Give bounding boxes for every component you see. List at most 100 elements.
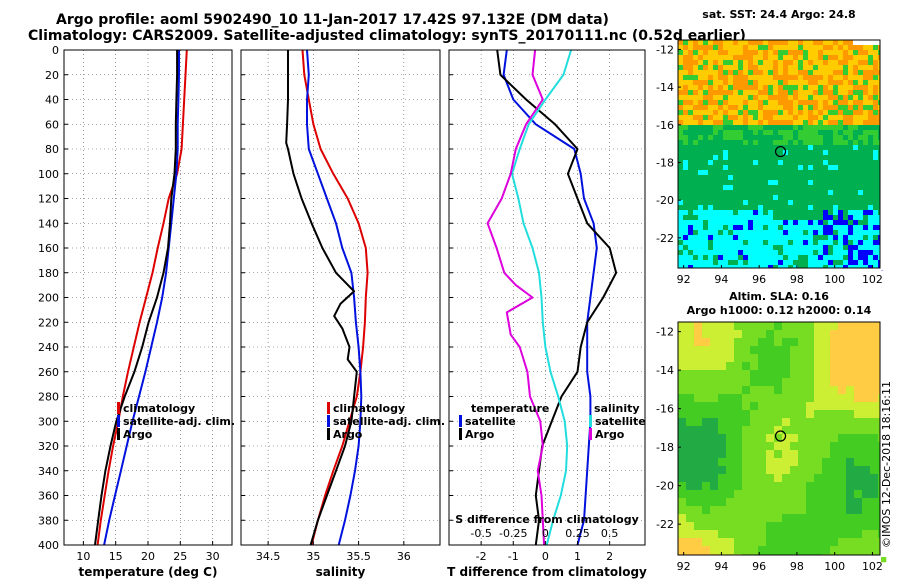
sla_map-cell	[870, 378, 879, 387]
sla_map-cell	[870, 450, 879, 459]
sst_map-cell	[728, 60, 734, 66]
sst_map-cell	[873, 45, 879, 51]
sst_map-cell	[698, 225, 704, 231]
sst_map-cell	[718, 220, 724, 226]
sst_map-cell	[708, 75, 714, 81]
sst_map-cell	[713, 75, 719, 81]
sst_map-cell	[848, 180, 854, 186]
salinity-legend-0-swatch	[327, 402, 330, 414]
sst_map-cell	[768, 190, 774, 196]
sst_map-cell	[703, 170, 709, 176]
sla_map-cell	[798, 362, 807, 371]
sla_map-cell	[686, 378, 695, 387]
sst_map-cell	[773, 175, 779, 181]
sst_map-cell	[838, 105, 844, 111]
sst_map-cell	[873, 95, 879, 101]
sla_map-cell	[766, 346, 775, 355]
sst_map-cell	[843, 80, 849, 86]
sst_map-cell	[863, 125, 869, 131]
sla_map-cell	[734, 330, 743, 339]
sst_map-cell	[848, 210, 854, 216]
sst_map-cell	[818, 240, 824, 246]
sst_map-cell	[718, 225, 724, 231]
sla_map-cell	[774, 330, 783, 339]
sst_map-cell	[798, 175, 804, 181]
sst_map-cell	[698, 130, 704, 136]
sst_map-cell	[833, 125, 839, 131]
sst_map-cell	[728, 240, 734, 246]
sla_map-cell	[870, 410, 879, 419]
sst_map-cell	[708, 120, 714, 126]
sst_map-cell	[788, 240, 794, 246]
sst_map-cell	[873, 225, 879, 231]
sla_map-cell	[718, 386, 727, 395]
sla_map-cell	[678, 506, 687, 515]
sst_map-cell	[798, 260, 804, 266]
sst_map-cell	[683, 95, 689, 101]
sst_map-cell	[748, 45, 754, 51]
sst_map-cell	[678, 95, 684, 101]
sst_map-cell	[713, 235, 719, 241]
sst_map-cell	[793, 180, 799, 186]
sst_map-cell	[773, 210, 779, 216]
sst_map-cell	[693, 60, 699, 66]
sla_map-xtick-label: 98	[790, 560, 804, 573]
sla_map-cell	[790, 370, 799, 379]
sst_map-cell	[843, 170, 849, 176]
sla_map-cell	[806, 330, 815, 339]
sst_map-cell	[783, 210, 789, 216]
sla_map-cell	[750, 506, 759, 515]
sst_map-cell	[678, 100, 684, 106]
sla_map-cell	[774, 338, 783, 347]
sst_map-cell	[838, 90, 844, 96]
sla_map-cell	[678, 346, 687, 355]
sla_map-cell	[838, 466, 847, 475]
sst_map-cell	[773, 185, 779, 191]
sst_map-cell	[803, 65, 809, 71]
sst_map-cell	[683, 55, 689, 61]
sst_map-cell	[868, 85, 874, 91]
sst_map-cell	[803, 155, 809, 161]
sst_map-cell	[743, 125, 749, 131]
sst_map-cell	[703, 260, 709, 266]
sst_map-cell	[753, 165, 759, 171]
sst_map-cell	[803, 255, 809, 261]
sla_map-cell	[742, 322, 751, 331]
sst_map-cell	[858, 45, 864, 51]
sst_map-cell	[773, 180, 779, 186]
sla_map-cell	[702, 474, 711, 483]
sst_map-cell	[698, 65, 704, 71]
sst_map-cell	[778, 250, 784, 256]
sst_map-cell	[843, 215, 849, 221]
sst_map-cell	[813, 235, 819, 241]
sst_map-cell	[813, 75, 819, 81]
sst_map-cell	[758, 170, 764, 176]
sst_map-cell	[868, 180, 874, 186]
sla_map-cell	[758, 474, 767, 483]
sst_map-cell	[698, 145, 704, 151]
sst_map-cell	[798, 225, 804, 231]
sst_map-cell	[818, 50, 824, 56]
sla_map-cell	[814, 322, 823, 331]
sst_map-cell	[783, 75, 789, 81]
sla_map-cell	[742, 402, 751, 411]
sst_map-cell	[738, 90, 744, 96]
sla_map-cell	[838, 506, 847, 515]
sst_map-cell	[693, 210, 699, 216]
sla_map-cell	[806, 530, 815, 539]
sst_map-cell	[723, 225, 729, 231]
sst_map-cell	[793, 205, 799, 211]
sst_map-cell	[763, 235, 769, 241]
sst_map-cell	[823, 235, 829, 241]
sst_map-cell	[788, 125, 794, 131]
sst_map-cell	[698, 85, 704, 91]
salinity-legend-1-swatch	[327, 415, 330, 427]
sst_map-cell	[868, 230, 874, 236]
sst_map-cell	[683, 180, 689, 186]
sst_map-cell	[703, 195, 709, 201]
sst_map-cell	[783, 40, 789, 46]
sst_map-cell	[688, 245, 694, 251]
sst_map-cell	[678, 120, 684, 126]
sst_map-cell	[748, 95, 754, 101]
sst_map-cell	[703, 115, 709, 121]
